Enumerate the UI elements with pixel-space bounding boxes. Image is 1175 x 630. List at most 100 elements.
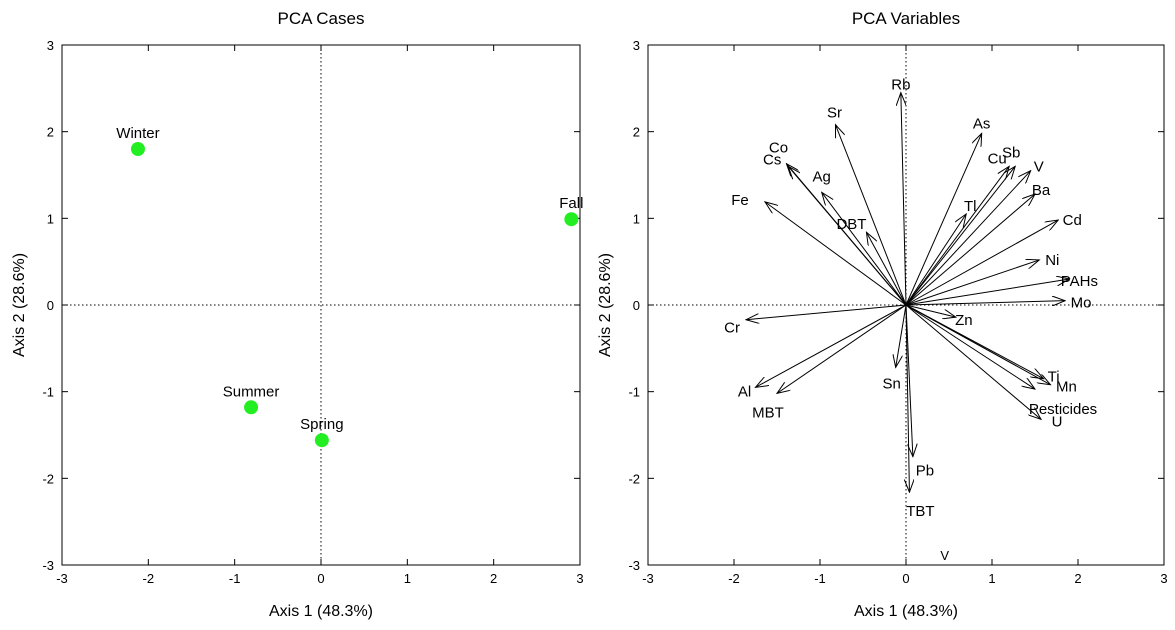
variable-label: Ti — [1048, 369, 1060, 386]
y-axis-label: Axis 2 (28.6%) — [11, 253, 28, 357]
variable-vector — [835, 125, 907, 306]
y-tick-label: 0 — [47, 298, 54, 313]
x-axis-label: Axis 1 (48.3%) — [269, 603, 373, 620]
x-tick-label: 1 — [988, 571, 995, 586]
y-tick-label: -2 — [628, 471, 640, 486]
y-tick-label: 0 — [633, 298, 640, 313]
variable-vector — [905, 171, 1031, 306]
variable-label: PAHs — [1061, 273, 1098, 290]
y-tick-label: 1 — [47, 211, 54, 226]
variable-vector — [905, 301, 1065, 305]
y-tick-label: -2 — [42, 471, 54, 486]
variable-vector — [905, 304, 1050, 385]
variable-label: Cr — [724, 320, 740, 337]
variable-label: Sr — [827, 105, 842, 122]
y-tick-label: 2 — [47, 125, 54, 140]
variable-vector — [905, 214, 966, 306]
variable-vector — [896, 304, 907, 367]
y-tick-label: -1 — [628, 385, 640, 400]
variable-label: Mo — [1071, 295, 1092, 312]
chart-title: PCA Cases — [278, 9, 365, 28]
variable-label: Ba — [1032, 182, 1051, 199]
x-tick-label: 3 — [1160, 571, 1167, 586]
x-tick-label: -2 — [143, 571, 155, 586]
x-tick-label: -2 — [728, 571, 740, 586]
stray-glyph: V — [940, 548, 949, 563]
x-tick-label: -3 — [642, 571, 654, 586]
variable-vector — [905, 304, 956, 317]
case-point-label: Spring — [300, 416, 343, 433]
variable-vector — [822, 192, 907, 306]
x-tick-label: 1 — [404, 571, 411, 586]
case-point — [314, 433, 329, 448]
variable-label: As — [973, 115, 991, 132]
y-tick-label: -1 — [42, 385, 54, 400]
y-tick-label: 3 — [47, 38, 54, 53]
variable-label: MBT — [752, 404, 784, 421]
case-point — [564, 212, 579, 227]
variable-label: Fe — [731, 192, 749, 209]
pca-variables-panel: PCA Variables -3 -2 -1 0 1 2 3 -3 -2 -1 0 1 2 3 Axis 1 … — [597, 9, 1168, 620]
variable-vector — [905, 260, 1039, 306]
case-point — [244, 400, 259, 415]
variable-label: Cu — [988, 150, 1007, 167]
x-axis-label: Axis 1 (48.3%) — [854, 603, 958, 620]
x-tick-label: 0 — [902, 571, 909, 586]
variable-label: Ni — [1045, 252, 1059, 269]
y-tick-label: 2 — [633, 125, 640, 140]
y-axis-label: Axis 2 (28.6%) — [597, 253, 614, 357]
variable-vector — [905, 279, 1069, 306]
x-tick-label: -1 — [229, 571, 241, 586]
variable-label: Pb — [916, 463, 934, 480]
y-tick-label: -3 — [42, 558, 54, 573]
x-tick-label: 0 — [317, 571, 324, 586]
variable-vector — [906, 304, 909, 492]
variable-label: Zn — [955, 312, 973, 329]
variable-vector — [756, 304, 907, 387]
x-tick-label: 3 — [576, 571, 583, 586]
x-tick-label: -3 — [56, 571, 68, 586]
variable-label: DBT — [836, 216, 866, 233]
y-tick-label: 3 — [633, 38, 640, 53]
variable-label: TBT — [906, 503, 934, 520]
variable-vector — [905, 166, 1009, 306]
variable-label: Pesticides — [1029, 401, 1097, 418]
variable-vector — [905, 220, 1058, 306]
variable-label: Cd — [1063, 212, 1082, 229]
variable-vector — [905, 194, 1035, 306]
x-tick-label: -1 — [814, 571, 826, 586]
case-point-label: Summer — [223, 383, 280, 400]
variable-vector — [905, 166, 1015, 306]
variable-vector — [901, 93, 907, 306]
variable-label: Cs — [763, 151, 781, 168]
variable-label: Mn — [1056, 379, 1077, 396]
variable-vector — [777, 304, 907, 393]
variable-label: Tl — [964, 198, 977, 215]
x-tick-label: 2 — [490, 571, 497, 586]
y-tick-label: -3 — [628, 558, 640, 573]
variable-vector — [905, 304, 1041, 419]
variable-label: V — [1034, 159, 1044, 176]
pca-cases-panel: PCA Cases -3 -2 -1 0 1 2 3 -3 -2 -1 0 1 2 3 Axis 1 (48.… — [11, 9, 584, 620]
variable-vector — [788, 166, 907, 306]
case-point-label: Winter — [116, 125, 159, 142]
variable-label: Sb — [1002, 144, 1020, 161]
variable-label: Sn — [883, 375, 901, 392]
case-point — [130, 142, 145, 156]
chart-title: PCA Variables — [852, 9, 960, 28]
variable-label: Co — [769, 140, 788, 157]
variable-vector — [746, 304, 907, 320]
variable-vector — [866, 232, 907, 306]
y-tick-label: 1 — [633, 211, 640, 226]
variable-label: Al — [738, 383, 751, 400]
case-point-label: Fall — [559, 195, 583, 212]
variable-label: Rb — [891, 77, 910, 94]
variable-vector — [905, 304, 913, 457]
variable-vector — [765, 202, 907, 306]
variable-label: Ag — [813, 168, 831, 185]
variable-vector — [905, 133, 982, 306]
x-tick-label: 2 — [1074, 571, 1081, 586]
variable-vector — [905, 304, 1035, 389]
variable-label: U — [1052, 413, 1063, 430]
